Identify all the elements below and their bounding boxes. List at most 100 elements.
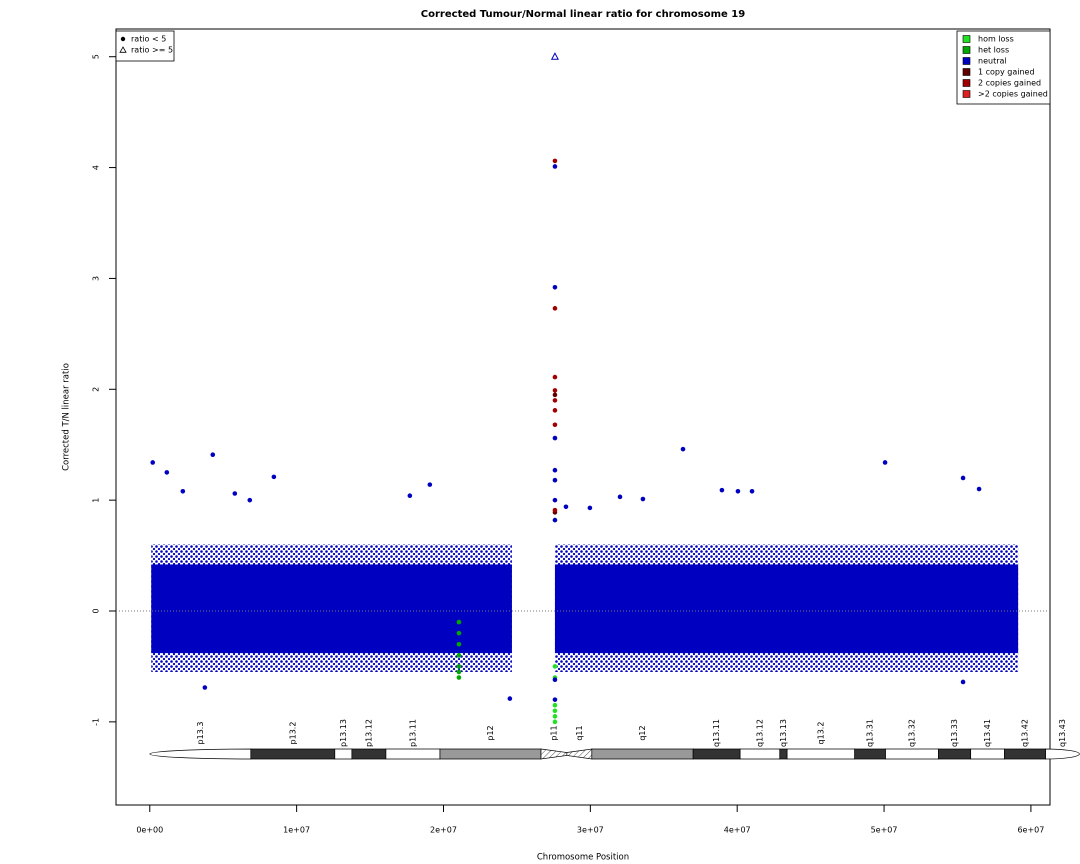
point <box>552 697 558 702</box>
band-label: q13.32 <box>907 719 916 747</box>
y-tick-label: 4 <box>92 165 101 170</box>
point <box>427 482 433 487</box>
band-label: q11 <box>575 725 584 740</box>
point <box>552 398 558 403</box>
point <box>552 497 558 503</box>
ideogram-band <box>1045 748 1080 760</box>
band-label: q13.43 <box>1058 719 1067 747</box>
point <box>552 306 558 311</box>
ideogram-band <box>854 748 886 760</box>
x-tick-label: 5e+07 <box>871 826 898 835</box>
x-tick-label: 3e+07 <box>577 826 604 835</box>
band-label: p11 <box>549 725 558 740</box>
x-tick-label: 0e+00 <box>136 826 163 835</box>
point-cloud <box>151 564 512 654</box>
point <box>749 488 755 494</box>
point <box>150 460 156 465</box>
point <box>960 679 966 685</box>
point <box>456 669 462 675</box>
point <box>587 505 593 511</box>
chart-title: Corrected Tumour/Normal linear ratio for… <box>421 9 745 20</box>
band-label: q13.33 <box>950 719 959 747</box>
point <box>552 392 558 398</box>
band-label: q12 <box>638 725 647 740</box>
point <box>210 452 216 457</box>
point <box>271 474 277 480</box>
ideogram-band <box>739 748 781 760</box>
band-label: p13.11 <box>408 719 417 747</box>
y-tick-label: 2 <box>92 387 101 392</box>
legend-swatch <box>962 90 971 98</box>
point <box>552 435 558 441</box>
legend-swatch <box>962 68 971 76</box>
ideogram-band <box>938 748 972 760</box>
point <box>680 446 686 452</box>
point <box>552 714 558 719</box>
point <box>552 708 558 714</box>
point <box>552 517 558 523</box>
legend-label: hom loss <box>978 35 1014 44</box>
x-tick-label: 2e+07 <box>430 826 457 835</box>
ideogram-band <box>692 748 741 760</box>
ideogram-band <box>439 748 542 760</box>
point <box>617 494 623 500</box>
point <box>507 696 513 701</box>
point <box>180 488 186 494</box>
legend-swatch <box>962 35 971 43</box>
ideogram-band <box>885 748 939 760</box>
legend-label: >2 copies gained <box>978 90 1048 99</box>
point <box>456 619 462 625</box>
ideogram-band <box>970 748 1005 760</box>
y-tick-label: 0 <box>92 608 101 613</box>
point <box>640 496 646 502</box>
x-tick-label: 4e+07 <box>724 826 751 835</box>
point <box>552 158 558 164</box>
ideogram-band <box>566 748 593 760</box>
point <box>552 284 558 290</box>
ideogram-band <box>334 748 353 760</box>
legend-symbol <box>120 36 126 42</box>
ideogram-band <box>385 748 441 760</box>
point <box>202 685 208 690</box>
band-label: p13.2 <box>288 722 297 745</box>
x-tick-label: 1e+07 <box>283 826 310 835</box>
legend-swatch <box>962 79 971 87</box>
point <box>552 677 558 683</box>
legend-label: ratio < 5 <box>131 35 166 44</box>
point <box>247 497 253 503</box>
legend-symbol <box>119 46 127 53</box>
point <box>456 630 462 636</box>
legend-label: neutral <box>978 57 1007 66</box>
band-label: p13.12 <box>364 719 373 747</box>
band-label: p13.3 <box>196 722 205 745</box>
x-axis-label: Chromosome Position <box>537 853 629 863</box>
point <box>719 487 725 493</box>
point <box>232 491 238 496</box>
point <box>552 507 558 513</box>
ideogram-band <box>779 748 788 760</box>
y-axis-label: Corrected T/N linear ratio <box>62 363 72 471</box>
legend-box <box>956 30 1051 105</box>
y-tick-label: 1 <box>92 498 101 503</box>
point <box>976 486 982 492</box>
band-label: q13.41 <box>983 719 992 747</box>
ideogram-band <box>1004 748 1046 760</box>
band-label: q13.42 <box>1021 719 1030 747</box>
point <box>456 653 462 658</box>
band-label: q13.2 <box>816 722 825 745</box>
point <box>552 422 558 428</box>
y-tick-label: 3 <box>92 276 101 281</box>
point <box>164 470 170 475</box>
point <box>456 675 462 680</box>
band-label: p12 <box>486 725 495 740</box>
point <box>456 641 462 647</box>
ideogram-band <box>540 748 568 760</box>
legend-swatch <box>962 46 971 54</box>
point <box>552 164 558 169</box>
point <box>552 664 558 669</box>
ideogram-band <box>250 748 336 760</box>
plot-area <box>116 52 1050 725</box>
band-label: q13.12 <box>755 719 764 747</box>
